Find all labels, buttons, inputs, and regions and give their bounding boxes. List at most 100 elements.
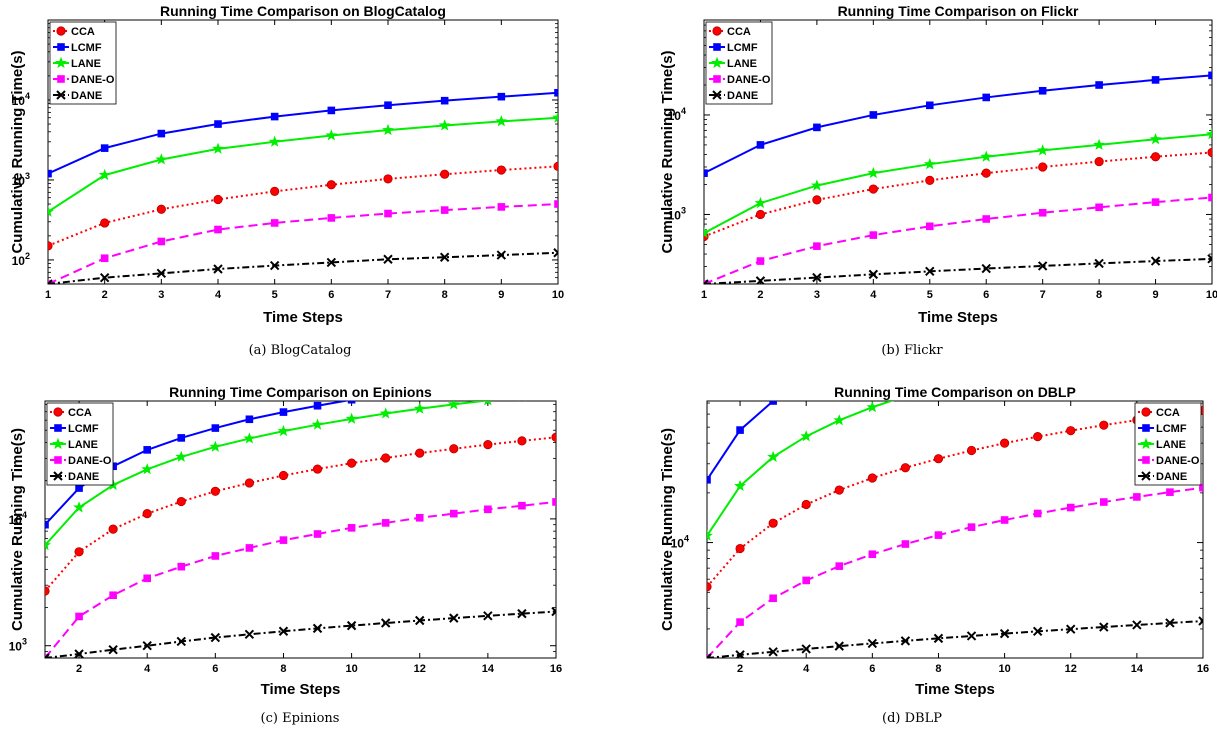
point-dane — [868, 269, 879, 280]
point-dane — [269, 260, 280, 271]
point-dane-o — [1133, 493, 1141, 501]
point-lane — [495, 115, 508, 127]
legend-marker-dane-o — [713, 75, 721, 83]
x-tick-label: 4 — [870, 289, 877, 301]
legend-marker-lcmf — [713, 43, 721, 51]
point-dane — [707, 653, 712, 658]
point-dane — [553, 248, 558, 258]
point-dane — [704, 279, 709, 284]
legend-label-cca: CCA — [68, 407, 92, 419]
chart-title: Running Time Comparison on BlogCatalog — [160, 3, 446, 19]
legend-label-dane: DANE — [68, 471, 99, 483]
plot-series-group — [704, 71, 1212, 284]
x-tick-label: 14 — [482, 663, 495, 675]
point-lane — [1149, 133, 1162, 145]
chart-title: Running Time Comparison on Flickr — [838, 3, 1079, 19]
x-tick-label: 8 — [442, 289, 448, 301]
point-cca — [755, 209, 766, 220]
point-lcmf — [484, 378, 492, 386]
legend-marker-dane — [53, 471, 63, 481]
point-lcmf — [925, 101, 934, 110]
point-cca — [1038, 162, 1048, 172]
point-dane-o — [75, 612, 83, 621]
point-cca — [517, 436, 527, 446]
point-lane — [980, 150, 993, 162]
point-dane — [1207, 254, 1212, 264]
legend: CCA LCMF LANE DANE-O DANE — [1134, 402, 1202, 486]
legend-label-lane: LANE — [727, 58, 757, 70]
legend-marker-lcmf — [1142, 424, 1150, 432]
series-line-lane — [45, 401, 492, 546]
point-lcmf — [802, 377, 810, 385]
point-dane-o — [1208, 193, 1212, 202]
y-tick-label: 104 — [12, 91, 30, 108]
legend-marker-lane — [52, 437, 64, 450]
point-dane — [312, 623, 323, 634]
point-dane-o — [450, 509, 458, 518]
series-line-lane — [704, 133, 1212, 234]
point-dane-o — [313, 530, 322, 538]
point-cca — [1066, 426, 1076, 436]
point-lane — [704, 226, 710, 239]
x-tick-label: 6 — [328, 289, 334, 301]
point-dane — [439, 252, 450, 262]
point-dane — [142, 641, 152, 651]
x-tick-label: 6 — [869, 663, 875, 675]
point-dane-o — [484, 505, 492, 514]
point-lcmf — [157, 129, 166, 138]
point-dane — [213, 264, 223, 274]
point-cca — [999, 438, 1010, 448]
plot-area-frame — [703, 19, 1213, 285]
point-lcmf — [1151, 76, 1160, 84]
point-dane — [383, 254, 393, 264]
chart-panel-flickr: Running Time Comparison on Flickr 1 2 3 4 5 6 7… — [612, 0, 1217, 365]
point-lcmf — [177, 434, 186, 442]
point-cca — [1033, 432, 1043, 442]
legend-label-lane: LANE — [1156, 439, 1186, 451]
point-dane-o — [925, 222, 934, 231]
point-lane — [345, 412, 358, 424]
legend-label-lane: LANE — [71, 58, 101, 70]
x-tick-label: 9 — [1152, 289, 1158, 301]
point-dane — [925, 266, 935, 277]
chart-dblp: Running Time Comparison on DBLP 2 4 6 8 10 12 1… — [659, 372, 1209, 698]
point-lane — [48, 205, 54, 217]
point-lcmf — [497, 92, 506, 101]
point-lcmf — [313, 401, 322, 410]
point-dane — [768, 647, 778, 657]
x-tick-label: 7 — [1040, 289, 1046, 301]
point-dane — [346, 620, 357, 631]
legend-marker-dane-o — [54, 456, 62, 464]
point-cca — [381, 453, 391, 463]
point-cca — [553, 161, 558, 171]
plot-series-group — [45, 378, 562, 658]
point-dane — [45, 653, 50, 658]
point-lane — [550, 387, 562, 398]
point-cca — [312, 464, 323, 474]
chart-flickr: Running Time Comparison on Flickr 1 2 3 4 5 6 7… — [659, 3, 1217, 326]
point-lcmf — [704, 169, 708, 177]
legend-marker-dane — [1141, 471, 1151, 481]
legend-marker-dane-o — [57, 75, 65, 83]
point-lane — [966, 372, 978, 383]
point-lane — [325, 129, 338, 141]
point-dane — [812, 272, 822, 283]
point-dane-o — [143, 574, 151, 583]
caption-flickr: (b) Flickr — [881, 343, 943, 358]
point-lane — [484, 401, 492, 406]
point-dane — [244, 629, 255, 640]
point-dane-o — [327, 214, 336, 222]
point-lane — [767, 450, 780, 462]
x-axis-label: Time Steps — [261, 681, 341, 698]
point-lcmf — [48, 169, 52, 178]
point-lane — [810, 179, 823, 191]
point-cca — [210, 486, 220, 496]
point-dane — [1165, 618, 1175, 628]
point-dane-o — [901, 540, 910, 548]
point-dane-o — [934, 531, 943, 539]
point-lane — [999, 364, 1011, 375]
x-tick-label: 2 — [757, 289, 763, 301]
point-lcmf — [100, 144, 109, 152]
x-axis-label: Time Steps — [263, 309, 343, 326]
x-axis-label: Time Steps — [915, 681, 995, 698]
